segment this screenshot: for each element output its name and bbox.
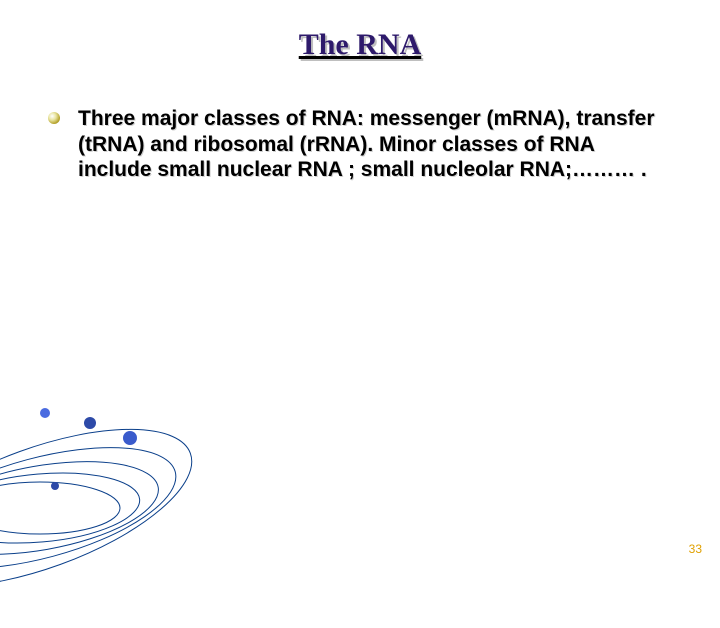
content-area: Three major classes of RNA: messenger (m… (0, 106, 720, 183)
page-number: 33 (689, 542, 702, 556)
body-text: Three major classes of RNA: messenger (m… (78, 106, 670, 183)
slide-title: The RNA The RNA (0, 28, 720, 62)
decorative-orbits (0, 328, 220, 628)
body-front: Three major classes of RNA: messenger (m… (78, 107, 655, 181)
bullet-icon (48, 112, 60, 124)
title-text: The RNA (299, 28, 422, 61)
